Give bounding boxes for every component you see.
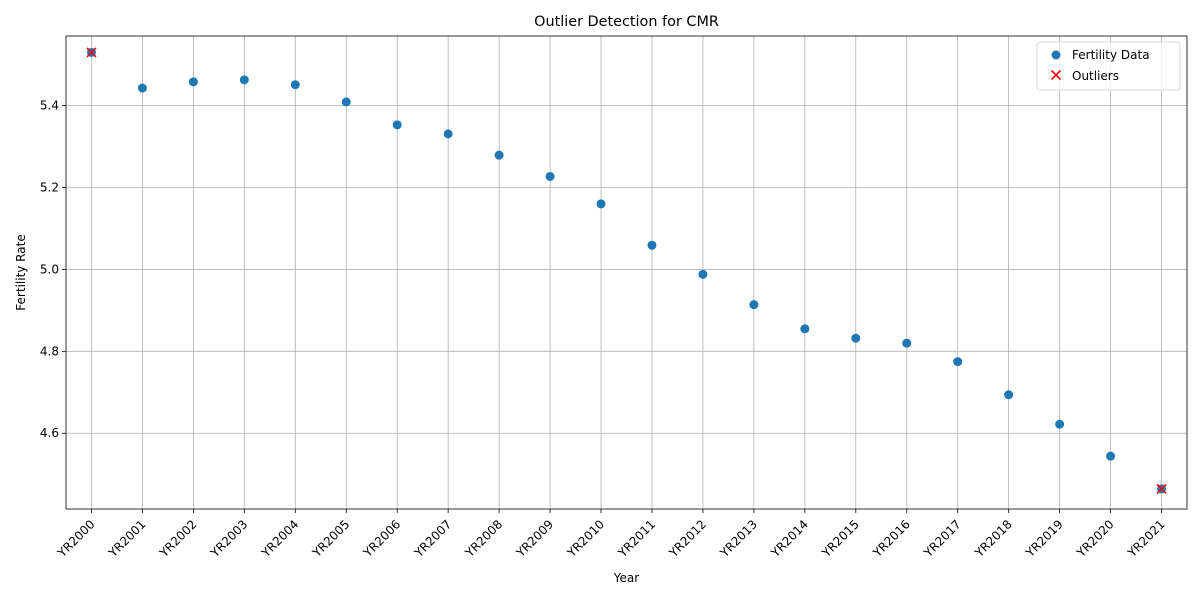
legend-marker-fertility-data: [1051, 50, 1061, 60]
outlier-marker: [86, 47, 97, 58]
x-tick-label: YR2006: [360, 517, 403, 560]
data-point: [494, 150, 504, 160]
outlier-markers: [86, 47, 1167, 494]
y-tick-label: 5.0: [40, 262, 59, 276]
x-tick-label: YR2021: [1124, 517, 1167, 560]
y-tick-label: 5.2: [40, 181, 59, 195]
data-point: [290, 80, 300, 90]
x-axis-label: Year: [613, 571, 639, 585]
plot-frame: [65, 35, 1188, 510]
x-tick-label: YR2018: [971, 517, 1014, 560]
data-point: [698, 269, 708, 279]
axis-ticks: YR2000 YR2001 YR2002 YR2003 YR2004 YR2005 YR20…: [40, 99, 1168, 561]
data-point: [851, 333, 861, 343]
x-tick-label: YR2002: [156, 517, 199, 560]
outlier-marker: [1156, 483, 1167, 494]
data-point: [188, 77, 198, 87]
data-point: [647, 240, 657, 250]
x-tick-label: YR2012: [666, 517, 709, 560]
y-axis-label: Fertility Rate: [14, 234, 28, 310]
data-point: [749, 300, 759, 310]
x-tick-label: YR2013: [717, 517, 760, 560]
data-point: [392, 120, 402, 130]
x-tick-label: YR2019: [1022, 517, 1065, 560]
x-tick-label: YR2016: [870, 517, 913, 560]
data-point: [239, 75, 249, 85]
data-point: [800, 324, 810, 334]
x-tick-label: YR2004: [258, 517, 301, 560]
x-tick-label: YR2009: [513, 517, 556, 560]
x-tick-label: YR2011: [615, 517, 658, 560]
data-point: [1004, 390, 1014, 400]
data-point: [953, 357, 963, 367]
data-point: [443, 129, 453, 139]
y-tick-label: 4.8: [40, 344, 59, 358]
legend-label-outliers: Outliers: [1072, 69, 1119, 83]
data-point: [596, 199, 606, 209]
data-point: [341, 97, 351, 107]
legend-label-fertility-data: Fertility Data: [1072, 48, 1150, 62]
data-point: [1106, 451, 1116, 461]
x-tick-label: YR2005: [309, 517, 352, 560]
x-tick-label: YR2008: [462, 517, 505, 560]
grid: [66, 36, 1187, 509]
x-tick-label: YR2015: [819, 517, 862, 560]
data-point: [902, 338, 912, 348]
legend: Fertility Data Outliers: [1036, 41, 1181, 91]
x-tick-label: YR2000: [54, 517, 97, 560]
x-tick-label: YR2017: [921, 517, 964, 560]
x-tick-label: YR2001: [105, 517, 148, 560]
x-tick-label: YR2003: [207, 517, 250, 560]
y-tick-label: 5.4: [40, 99, 59, 113]
data-point: [545, 171, 555, 181]
legend-box: [1036, 41, 1181, 91]
legend-marker-outliers: [1050, 69, 1062, 81]
x-tick-label: YR2007: [411, 517, 454, 560]
x-tick-label: YR2014: [768, 517, 811, 560]
chart-title: Outlier Detection for CMR: [534, 14, 719, 30]
data-points: [86, 47, 1167, 494]
data-point: [1055, 419, 1065, 429]
x-tick-label: YR2020: [1073, 517, 1116, 560]
x-tick-label: YR2010: [564, 517, 607, 560]
y-tick-label: 4.6: [40, 426, 59, 440]
data-point: [137, 83, 147, 93]
